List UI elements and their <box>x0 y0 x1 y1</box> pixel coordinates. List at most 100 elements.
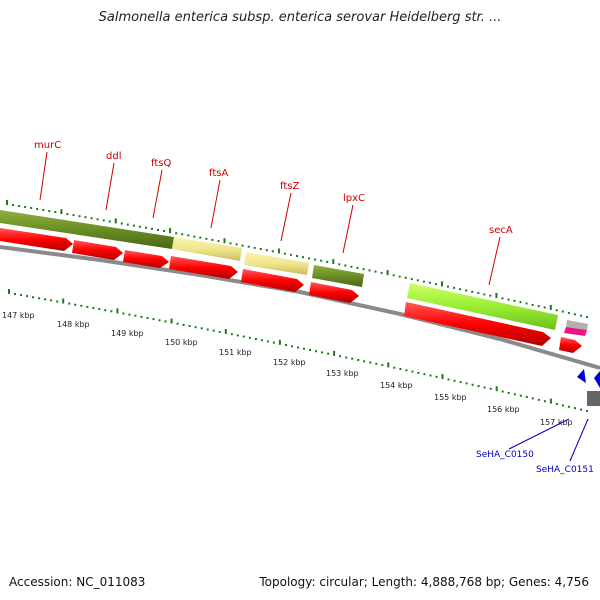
gene-label-ftsZ[interactable]: ftsZ <box>280 181 299 192</box>
tick-mark <box>248 336 251 339</box>
tick-mark <box>78 215 81 218</box>
tick-mark <box>193 235 196 238</box>
gene-label-secA[interactable]: secA <box>489 225 513 236</box>
map-title: Salmonella enterica subsp. enterica sero… <box>98 10 502 25</box>
feature-band-khaki-1 <box>172 237 242 261</box>
tick-mark <box>230 333 233 336</box>
feature-band-khaki-2 <box>244 252 309 275</box>
tick-mark <box>411 370 414 373</box>
tick-mark <box>399 368 402 370</box>
accession-text: Accession: NC_011083 <box>9 575 146 589</box>
tick-label: 147 kbp <box>2 311 35 320</box>
tick-mark <box>14 293 16 295</box>
tick-mark <box>573 313 576 316</box>
tick-mark <box>586 316 588 318</box>
cds-arrows <box>0 228 582 353</box>
tick-mark <box>104 309 107 312</box>
tick-mark <box>302 256 304 259</box>
tick-mark <box>561 404 564 407</box>
tick-mark <box>140 315 143 318</box>
tick-mark <box>84 216 87 219</box>
tick-mark <box>531 303 534 306</box>
tick-label: 153 kbp <box>326 369 359 378</box>
tick-mark <box>44 298 47 301</box>
tick-mark <box>429 374 432 377</box>
tick-mark <box>74 303 77 306</box>
tick-mark <box>86 305 89 308</box>
tick-mark <box>132 224 135 227</box>
topology-info-text: Topology: circular; Length: 4,888,768 bp… <box>259 575 589 589</box>
tick-mark <box>110 310 113 313</box>
tick-mark <box>36 208 39 210</box>
tick-mark <box>62 298 65 304</box>
tick-mark <box>351 357 354 360</box>
gene-label-ftsA[interactable]: ftsA <box>209 168 228 179</box>
tick-mark <box>422 280 425 283</box>
gene-label-ddl[interactable]: ddl <box>106 151 121 162</box>
tick-mark <box>392 274 395 277</box>
tick-mark <box>537 305 540 308</box>
tick-mark <box>164 320 167 323</box>
tick-mark <box>285 344 287 346</box>
tick-mark <box>96 218 99 221</box>
tick-mark <box>169 228 172 234</box>
tick-mark <box>357 359 360 361</box>
tick-mark <box>175 232 178 235</box>
tick-mark <box>435 283 437 286</box>
tick-mark <box>217 240 220 242</box>
tick-mark <box>271 250 274 253</box>
tick-mark <box>254 338 257 340</box>
gene-label-ftsQ[interactable]: ftsQ <box>151 158 171 169</box>
tick-mark <box>126 223 129 226</box>
tick-label: 152 kbp <box>273 358 306 367</box>
gene-label-lpxC[interactable]: lpxC <box>343 193 365 204</box>
gene-label-murC[interactable]: murC <box>34 140 61 151</box>
tick-mark <box>242 335 245 338</box>
tick-mark <box>48 210 51 212</box>
tick-label: 150 kbp <box>165 338 198 347</box>
tick-mark <box>471 290 474 293</box>
tick-mark <box>291 345 293 348</box>
tick-mark <box>176 322 179 325</box>
tick-mark <box>212 329 215 332</box>
tick-mark <box>80 304 83 307</box>
tick-mark <box>229 242 232 245</box>
tick-mark <box>98 308 101 311</box>
tick-mark <box>6 200 8 205</box>
tick-mark <box>459 288 462 291</box>
tick-mark <box>525 302 528 305</box>
tick-mark <box>265 249 268 252</box>
tick-mark <box>363 360 366 363</box>
tick-mark <box>223 238 226 244</box>
tick-mark <box>580 314 582 317</box>
tick-mark <box>333 350 336 356</box>
tick-mark <box>465 289 468 292</box>
tick-mark <box>42 209 45 211</box>
tick-mark <box>24 206 27 208</box>
tick-mark <box>489 387 492 390</box>
tick-mark <box>181 233 184 236</box>
tick-mark <box>163 230 166 232</box>
tick-mark <box>471 383 474 386</box>
tick-mark <box>344 264 347 267</box>
tick-mark <box>108 220 111 223</box>
tick-mark <box>90 217 93 220</box>
tick-mark <box>387 362 390 368</box>
tick-mark <box>483 293 486 296</box>
locus-label-SeHA_C0150[interactable]: SeHA_C0150 <box>476 450 534 460</box>
feature-band-lime <box>407 283 558 330</box>
tick-mark <box>501 297 504 300</box>
tick-mark <box>303 347 305 350</box>
tick-mark <box>218 330 221 333</box>
tick-mark <box>30 207 33 209</box>
locus-label-SeHA_C0151[interactable]: SeHA_C0151 <box>536 465 594 475</box>
tick-mark <box>362 268 365 271</box>
tick-mark <box>326 260 329 263</box>
tick-mark <box>72 214 75 217</box>
tick-mark <box>12 204 14 206</box>
blue-features <box>577 369 600 406</box>
tick-mark <box>386 270 389 276</box>
tick-mark <box>145 226 147 229</box>
tick-mark <box>224 329 227 334</box>
tick-mark <box>393 366 396 369</box>
